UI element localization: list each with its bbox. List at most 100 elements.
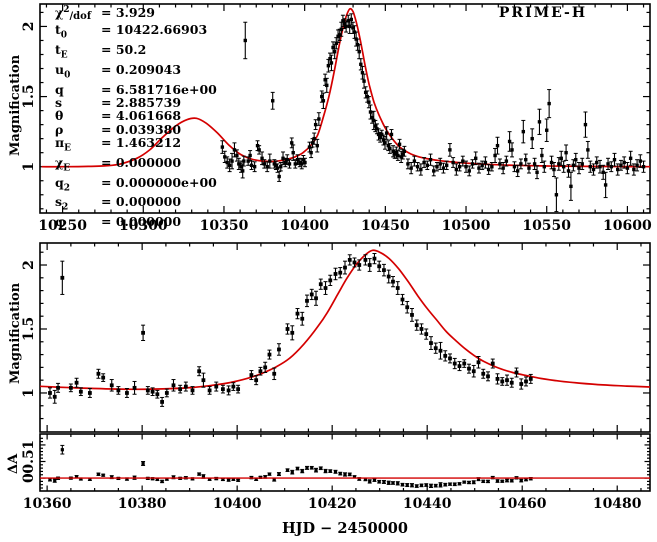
- data-marker: [74, 380, 79, 385]
- data-marker: [378, 135, 382, 139]
- data-marker: [347, 24, 352, 29]
- data-marker: [500, 479, 504, 483]
- fit-param-symbol: t0: [55, 22, 68, 41]
- data-marker: [348, 472, 352, 476]
- data-marker: [201, 474, 206, 479]
- data-marker: [519, 162, 523, 166]
- data-marker: [352, 475, 357, 479]
- data-marker: [56, 385, 60, 390]
- data-marker: [373, 124, 378, 128]
- data-marker: [528, 376, 533, 381]
- data-marker: [557, 162, 561, 166]
- observatory-label: PRIME-H: [498, 5, 588, 21]
- data-marker: [429, 484, 433, 488]
- fit-param-line: φ = 0.000000: [55, 215, 217, 229]
- data-marker: [542, 165, 546, 169]
- data-marker: [323, 286, 328, 290]
- data-marker: [333, 470, 338, 474]
- data-marker: [351, 26, 355, 30]
- data-marker: [52, 394, 57, 399]
- data-marker: [527, 166, 531, 170]
- data-marker: [391, 279, 395, 284]
- data-marker: [79, 477, 83, 481]
- x-tick-label: 10350: [200, 218, 249, 234]
- data-marker: [183, 384, 188, 389]
- data-marker: [101, 473, 105, 477]
- data-marker: [237, 162, 241, 166]
- data-marker: [616, 167, 620, 172]
- data-marker: [429, 341, 433, 345]
- data-marker: [171, 383, 176, 388]
- y-tick-label: 0: [21, 473, 37, 483]
- data-marker: [603, 183, 608, 187]
- data-marker: [368, 479, 372, 484]
- data-marker: [514, 370, 519, 375]
- data-marker: [622, 160, 626, 165]
- data-marker: [510, 479, 514, 483]
- data-marker: [419, 327, 424, 331]
- data-marker: [357, 477, 361, 481]
- data-marker: [101, 375, 106, 380]
- fit-param-symbol: s2: [55, 194, 69, 213]
- data-marker: [319, 466, 323, 470]
- x-tick-label: 10500: [442, 218, 491, 234]
- data-marker: [305, 298, 309, 303]
- data-marker: [363, 477, 368, 482]
- fit-param-line: t0 = 10422.66903: [55, 23, 217, 43]
- data-marker: [495, 143, 500, 148]
- data-marker: [409, 166, 413, 170]
- data-marker: [370, 115, 374, 120]
- data-marker: [290, 330, 295, 335]
- data-marker: [495, 479, 500, 483]
- data-marker: [467, 169, 471, 173]
- data-marker: [454, 167, 459, 172]
- x-tick-label: 10550: [522, 218, 571, 234]
- fit-param-symbol: q2: [55, 174, 71, 194]
- x-tick-label: 10450: [361, 218, 410, 234]
- data-marker: [338, 472, 342, 476]
- x-tick-label: 10460: [498, 496, 547, 512]
- data-marker: [467, 480, 471, 485]
- data-marker: [287, 162, 292, 166]
- data-marker: [257, 148, 261, 152]
- data-marker: [504, 159, 509, 163]
- data-marker: [402, 149, 407, 153]
- plot-frame: [39, 3, 651, 214]
- data-marker: [457, 364, 462, 368]
- y-tick-label: 2: [21, 260, 37, 270]
- data-marker: [480, 163, 484, 168]
- fit-params-block: χ2/dof = 3.929 t0 = 10422.66903 tE = 50.2 u0 = …: [55, 4, 217, 229]
- x-tick-label: 10300: [119, 218, 168, 234]
- data-marker: [438, 162, 442, 166]
- data-marker: [474, 156, 478, 160]
- data-marker: [155, 392, 160, 397]
- data-marker: [396, 153, 400, 158]
- data-marker: [267, 352, 272, 357]
- data-marker: [303, 160, 307, 165]
- panel-middle: 11.52: [21, 242, 651, 433]
- fit-param-symbol: χE: [55, 154, 71, 174]
- data-marker: [399, 155, 403, 159]
- data-marker: [272, 371, 277, 376]
- data-marker: [530, 136, 534, 141]
- data-marker: [619, 163, 623, 168]
- data-marker: [221, 477, 225, 482]
- data-marker: [363, 90, 368, 95]
- data-marker: [515, 169, 520, 173]
- data-marker: [428, 157, 433, 162]
- data-marker: [125, 477, 129, 481]
- data-marker: [586, 148, 590, 152]
- data-marker: [87, 391, 92, 395]
- data-marker: [254, 378, 259, 383]
- data-points: [47, 444, 533, 488]
- data-marker: [300, 469, 304, 473]
- data-marker: [483, 160, 488, 165]
- data-marker: [314, 296, 318, 301]
- data-marker: [632, 167, 636, 172]
- data-marker: [386, 274, 391, 279]
- data-marker: [441, 166, 446, 170]
- data-marker: [214, 384, 219, 389]
- data-marker: [588, 165, 592, 169]
- data-marker: [537, 120, 542, 124]
- data-marker: [333, 272, 338, 276]
